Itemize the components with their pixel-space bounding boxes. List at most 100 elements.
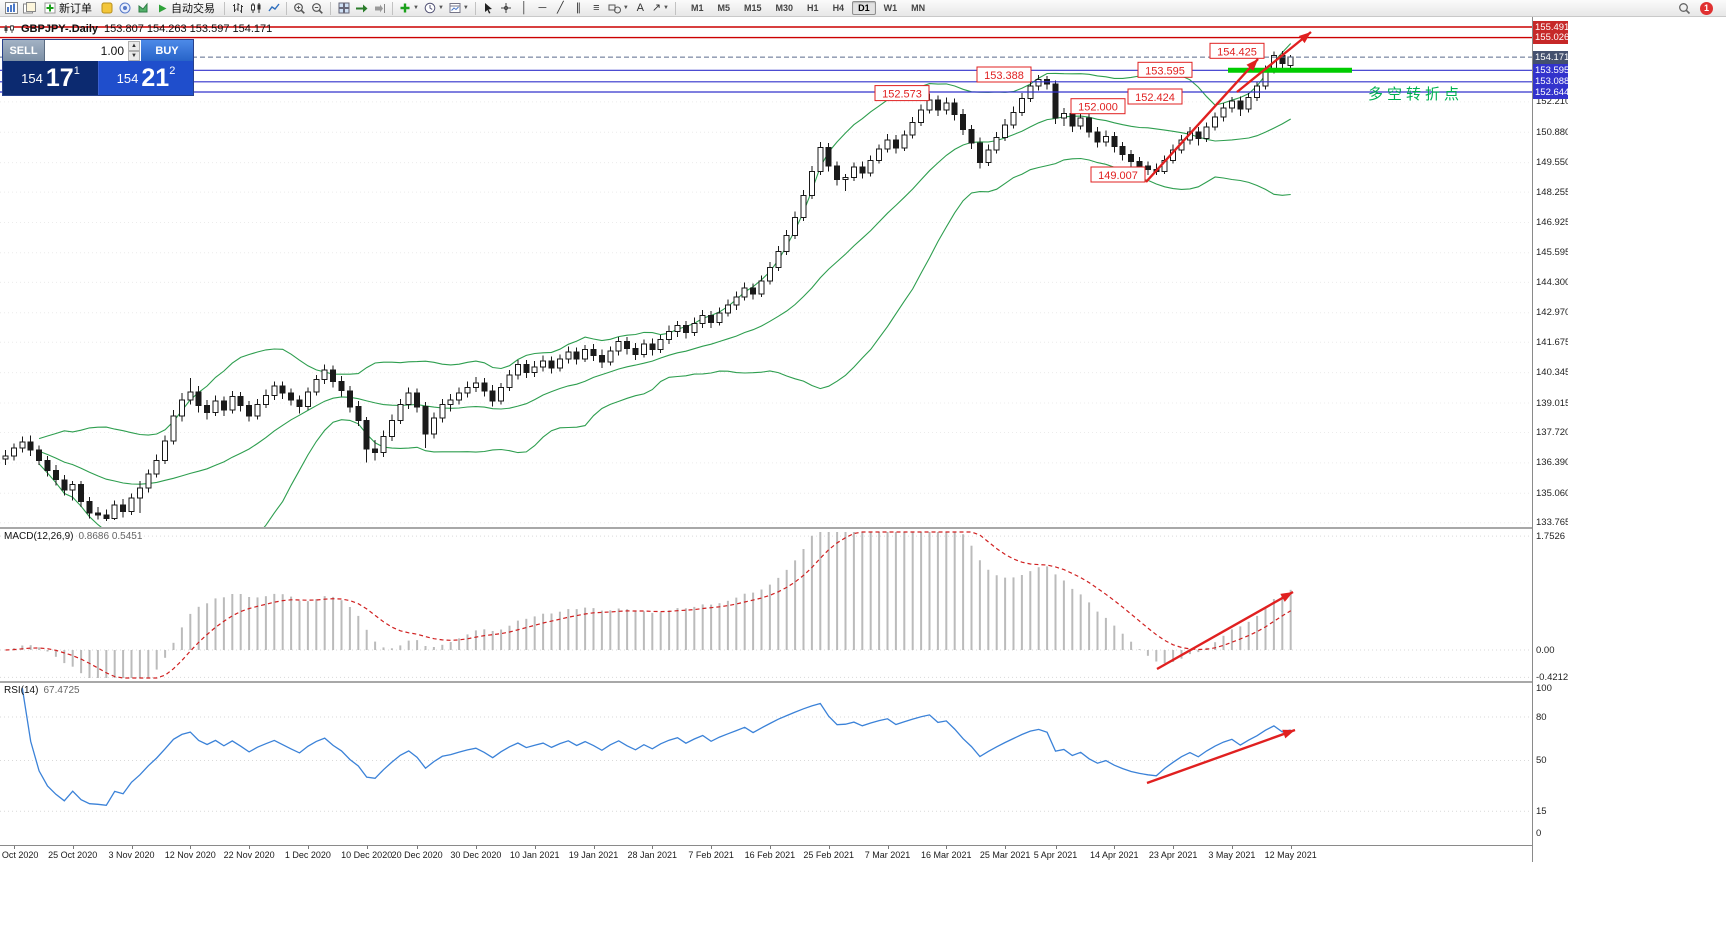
- volume-input[interactable]: 1.00 ▲ ▼: [45, 40, 141, 61]
- price-tick-label: 133.765: [1536, 517, 1568, 529]
- spin-down-icon[interactable]: ▼: [128, 50, 140, 61]
- trendline-icon[interactable]: ╱: [557, 1, 564, 14]
- date-tick: [769, 846, 771, 849]
- price-scale[interactable]: 152.210 150.880 149.550 148.255 146.925 145.5…: [1532, 17, 1568, 862]
- horizontal-line-icon[interactable]: ─: [538, 1, 547, 14]
- one-click-trading-panel: SELL 1.00 ▲ ▼ BUY 154 17 1 154 21 2: [2, 39, 194, 96]
- vertical-line-icon[interactable]: │: [520, 1, 528, 14]
- market-watch-icon[interactable]: [134, 1, 151, 16]
- shapes-icon[interactable]: ▼: [606, 1, 631, 16]
- spin-up-icon[interactable]: ▲: [128, 40, 140, 51]
- price-tick-label: 145.595: [1536, 247, 1568, 259]
- rsi-label: RSI(14) 67.4725: [4, 685, 80, 696]
- sell-button[interactable]: SELL: [3, 40, 45, 61]
- toolbar-separator: [474, 1, 476, 15]
- tile-windows-icon[interactable]: [335, 1, 352, 16]
- date-tick-label: 7 Feb 2021: [688, 850, 734, 860]
- timeframe-button-H4[interactable]: H4: [832, 3, 845, 13]
- timeframe-button-M1[interactable]: M1: [690, 3, 704, 13]
- bar-chart-type-icon[interactable]: [229, 1, 246, 16]
- svg-text:153.388: 153.388: [984, 70, 1024, 82]
- timeframe-button-W1[interactable]: W1: [883, 3, 898, 13]
- chart-shift-icon[interactable]: [371, 1, 388, 16]
- auto-scroll-icon[interactable]: [353, 1, 370, 16]
- price-line-label: 153.595: [1533, 63, 1568, 77]
- templates-icon[interactable]: ▼: [447, 1, 471, 16]
- main-chart-canvas[interactable]: 152.573 153.388 152.000 152.424 153.595 154.4…: [0, 17, 1532, 527]
- date-tick: [1005, 846, 1007, 849]
- indicators-icon[interactable]: ▼: [397, 1, 421, 16]
- date-tick-label: 12 Nov 2020: [164, 850, 216, 860]
- ask-price[interactable]: 154 21 2: [98, 61, 193, 95]
- buy-button[interactable]: BUY: [141, 40, 193, 61]
- chevron-down-icon: ▼: [663, 4, 669, 11]
- alerts-icon[interactable]: [116, 1, 133, 16]
- price-line-label: 153.088: [1533, 75, 1568, 89]
- date-tick: [1173, 846, 1175, 849]
- pane-divider[interactable]: [0, 527, 1568, 529]
- price-line-label: 155.026: [1533, 31, 1568, 45]
- new-chart-icon[interactable]: [3, 1, 20, 16]
- zoom-in-icon[interactable]: [291, 1, 308, 16]
- new-order-button[interactable]: 新订单: [39, 1, 97, 16]
- fibonacci-icon[interactable]: ≡: [593, 1, 600, 14]
- price-line-label: 154.171: [1533, 50, 1568, 64]
- date-tick: [307, 846, 309, 849]
- cursor-icon[interactable]: [480, 1, 497, 16]
- macd-canvas[interactable]: [0, 529, 1532, 681]
- price-tick-label: 137.720: [1536, 427, 1568, 438]
- date-tick: [652, 846, 654, 849]
- price-tick-label: 148.255: [1536, 186, 1568, 198]
- notification-badge[interactable]: 1: [1700, 1, 1713, 15]
- timeframe-button-H1[interactable]: H1: [807, 3, 819, 13]
- timeframe-button-D1[interactable]: D1: [852, 1, 876, 15]
- svg-text:152.424: 152.424: [1135, 92, 1175, 104]
- date-tick-label: 25 Feb 2021: [803, 850, 854, 860]
- date-tick-label: 3 Nov 2020: [108, 850, 155, 860]
- chart-icon: [4, 25, 14, 33]
- chart-window: 152.573 153.388 152.000 152.424 153.595 154.4…: [0, 17, 1568, 862]
- arrows-tool-icon[interactable]: ↗ ▼: [651, 1, 669, 14]
- price-tick-label: 139.015: [1536, 397, 1568, 409]
- text-tool-icon[interactable]: A: [636, 1, 644, 14]
- pane-divider[interactable]: [0, 681, 1568, 683]
- rsi-canvas[interactable]: [0, 683, 1532, 845]
- toolbar-separator: [224, 1, 225, 15]
- zoom-out-icon[interactable]: [309, 1, 326, 16]
- trend-arrow-up: [1145, 58, 1259, 183]
- volume-spinner[interactable]: ▲ ▼: [128, 40, 140, 61]
- rsi-pane[interactable]: RSI(14) 67.4725: [0, 683, 1532, 845]
- candlestick-type-icon[interactable]: [247, 1, 264, 16]
- chevron-down-icon: ▼: [622, 5, 629, 11]
- toolbar-separator: [286, 1, 287, 15]
- metaeditor-icon[interactable]: [98, 1, 115, 16]
- macd-pane[interactable]: MACD(12,26,9) 0.8686 0.5451: [0, 529, 1532, 681]
- bid-price[interactable]: 154 17 1: [3, 61, 98, 95]
- price-line-label: 155.491: [1533, 20, 1568, 34]
- timeframe-button-MN[interactable]: MN: [911, 3, 926, 13]
- toolbar-right-group: 1: [1676, 1, 1723, 16]
- periods-icon[interactable]: ▼: [422, 1, 446, 16]
- crosshair-icon[interactable]: [498, 1, 515, 16]
- time-axis[interactable]: 15 Oct 2020 25 Oct 2020 3 Nov 2020 12 Nov 2…: [0, 845, 1568, 862]
- line-chart-type-icon[interactable]: [265, 1, 282, 16]
- timeframe-button-M5[interactable]: M5: [717, 3, 731, 13]
- date-tick: [417, 846, 419, 849]
- price-line-label: 152.644: [1533, 85, 1568, 99]
- price-tick-label: 142.970: [1536, 307, 1568, 319]
- toolbar-separator: [674, 1, 676, 15]
- profiles-icon[interactable]: [21, 1, 38, 16]
- main-chart-pane[interactable]: 152.573 153.388 152.000 152.424 153.595 154.4…: [0, 17, 1532, 527]
- price-annotations: 152.573 153.388 152.000 152.424 153.595 154.4…: [874, 42, 1265, 183]
- timeframe-button-M15[interactable]: M15: [744, 3, 762, 13]
- date-tick-label: 10 Dec 2020: [341, 850, 393, 860]
- channel-icon[interactable]: ∥: [575, 1, 582, 14]
- date-tick-label: 30 Dec 2020: [450, 850, 502, 860]
- date-tick: [1114, 846, 1116, 849]
- toolbar: 新订单 自动交易 ▼ ▼ ▼ │ ─ ╱ ∥ ≡ ▼ A ↗ ▼ M1 M5 M15 M…: [0, 0, 1726, 17]
- search-icon[interactable]: [1676, 1, 1693, 16]
- price-tick-label: 150.880: [1536, 126, 1568, 138]
- bid-pips: 17: [45, 64, 74, 92]
- timeframe-button-M30[interactable]: M30: [775, 3, 794, 13]
- auto-trading-button[interactable]: 自动交易: [152, 1, 220, 16]
